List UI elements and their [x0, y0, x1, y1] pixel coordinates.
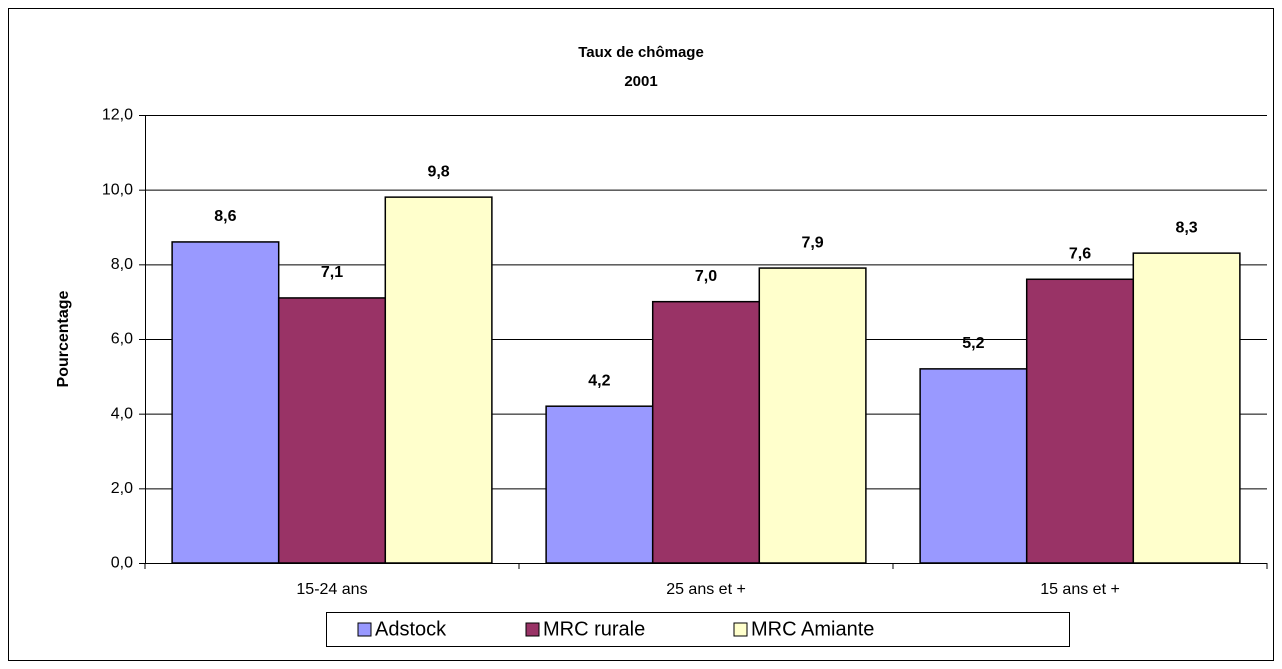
y-tick-label: 6,0 — [111, 331, 133, 348]
chart-subtitle: 2001 — [624, 73, 657, 90]
x-tick-label: 15-24 ans — [296, 581, 367, 598]
bar — [545, 405, 654, 564]
bar — [384, 196, 493, 564]
legend-swatch — [525, 622, 540, 637]
bar — [277, 297, 387, 564]
legend-swatch — [733, 622, 748, 637]
value-label: 4,2 — [588, 372, 610, 389]
bar — [171, 241, 280, 564]
y-tick-label: 0,0 — [111, 555, 133, 572]
y-tick-label: 12,0 — [102, 107, 133, 124]
legend-label: Adstock — [375, 618, 447, 640]
value-label: 7,1 — [321, 264, 343, 281]
legend-swatch — [357, 622, 372, 637]
x-tick-label: 15 ans et + — [1040, 581, 1120, 598]
legend-label: MRC rurale — [543, 618, 645, 640]
bar — [1025, 278, 1135, 564]
chart-title: Taux de chômage — [578, 44, 704, 61]
y-axis-label: Pourcentage — [55, 290, 72, 387]
value-label: 7,9 — [801, 234, 823, 251]
y-tick-label: 8,0 — [111, 256, 133, 273]
bar — [1132, 252, 1241, 564]
value-label: 7,6 — [1069, 245, 1091, 262]
value-label: 8,6 — [214, 208, 236, 225]
y-tick-label: 10,0 — [102, 181, 133, 198]
bar — [758, 267, 867, 564]
y-tick-label: 2,0 — [111, 480, 133, 497]
bar — [919, 368, 1028, 564]
value-label: 5,2 — [962, 335, 984, 352]
value-label: 8,3 — [1175, 219, 1197, 236]
value-label: 9,8 — [427, 163, 449, 180]
y-tick-label: 4,0 — [111, 405, 133, 422]
legend-label: MRC Amiante — [751, 618, 874, 640]
value-label: 7,0 — [695, 268, 717, 285]
bar — [651, 300, 761, 564]
legend-box — [326, 612, 1070, 647]
x-tick-label: 25 ans et + — [666, 581, 746, 598]
